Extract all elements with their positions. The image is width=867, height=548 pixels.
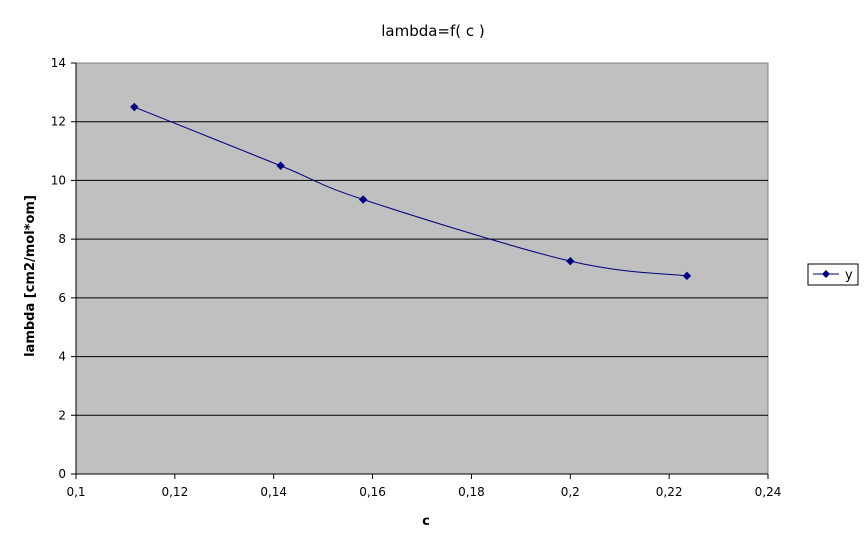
axes bbox=[71, 62, 769, 479]
legend-series-label: y bbox=[845, 268, 853, 283]
x-tick-label: 0,24 bbox=[755, 485, 782, 499]
x-tick-labels: 0,1 0,12 0,14 0,16 0,18 0,2 0,22 0,24 bbox=[66, 485, 781, 499]
y-tick-label: 6 bbox=[58, 291, 66, 305]
y-tick-label: 4 bbox=[58, 350, 66, 364]
y-tick-labels: 0 2 4 6 8 10 12 14 bbox=[51, 56, 66, 481]
data-point bbox=[276, 161, 285, 170]
x-tick-label: 0,16 bbox=[359, 485, 386, 499]
y-tick-label: 8 bbox=[58, 232, 66, 246]
x-tick-label: 0,14 bbox=[260, 485, 287, 499]
x-axis-label: c bbox=[422, 514, 430, 529]
y-tick-label: 2 bbox=[58, 408, 66, 422]
x-tick-label: 0,2 bbox=[561, 485, 580, 499]
data-point bbox=[130, 102, 139, 112]
y-axis-label: lambda [cm2/mol*om] bbox=[23, 195, 38, 357]
legend-series-marker bbox=[822, 270, 830, 278]
data-point bbox=[566, 256, 575, 266]
x-tick-label: 0,12 bbox=[161, 485, 188, 499]
y-tick-label: 0 bbox=[58, 467, 66, 481]
chart-title: lambda=f( c ) bbox=[381, 22, 485, 40]
data-point bbox=[682, 271, 692, 281]
legend: y bbox=[807, 263, 859, 286]
y-tick-label: 12 bbox=[51, 115, 66, 129]
grid-lines bbox=[76, 121, 768, 416]
series-layer bbox=[130, 102, 692, 281]
x-tick-label: 0,1 bbox=[66, 485, 85, 499]
x-tick-label: 0,22 bbox=[656, 485, 683, 499]
y-tick-label: 10 bbox=[51, 173, 66, 187]
plot-area bbox=[75, 62, 769, 475]
series-line-y bbox=[134, 106, 687, 277]
y-tick-label: 14 bbox=[51, 56, 66, 70]
data-point bbox=[358, 195, 368, 204]
x-tick-label: 0,18 bbox=[458, 485, 485, 499]
